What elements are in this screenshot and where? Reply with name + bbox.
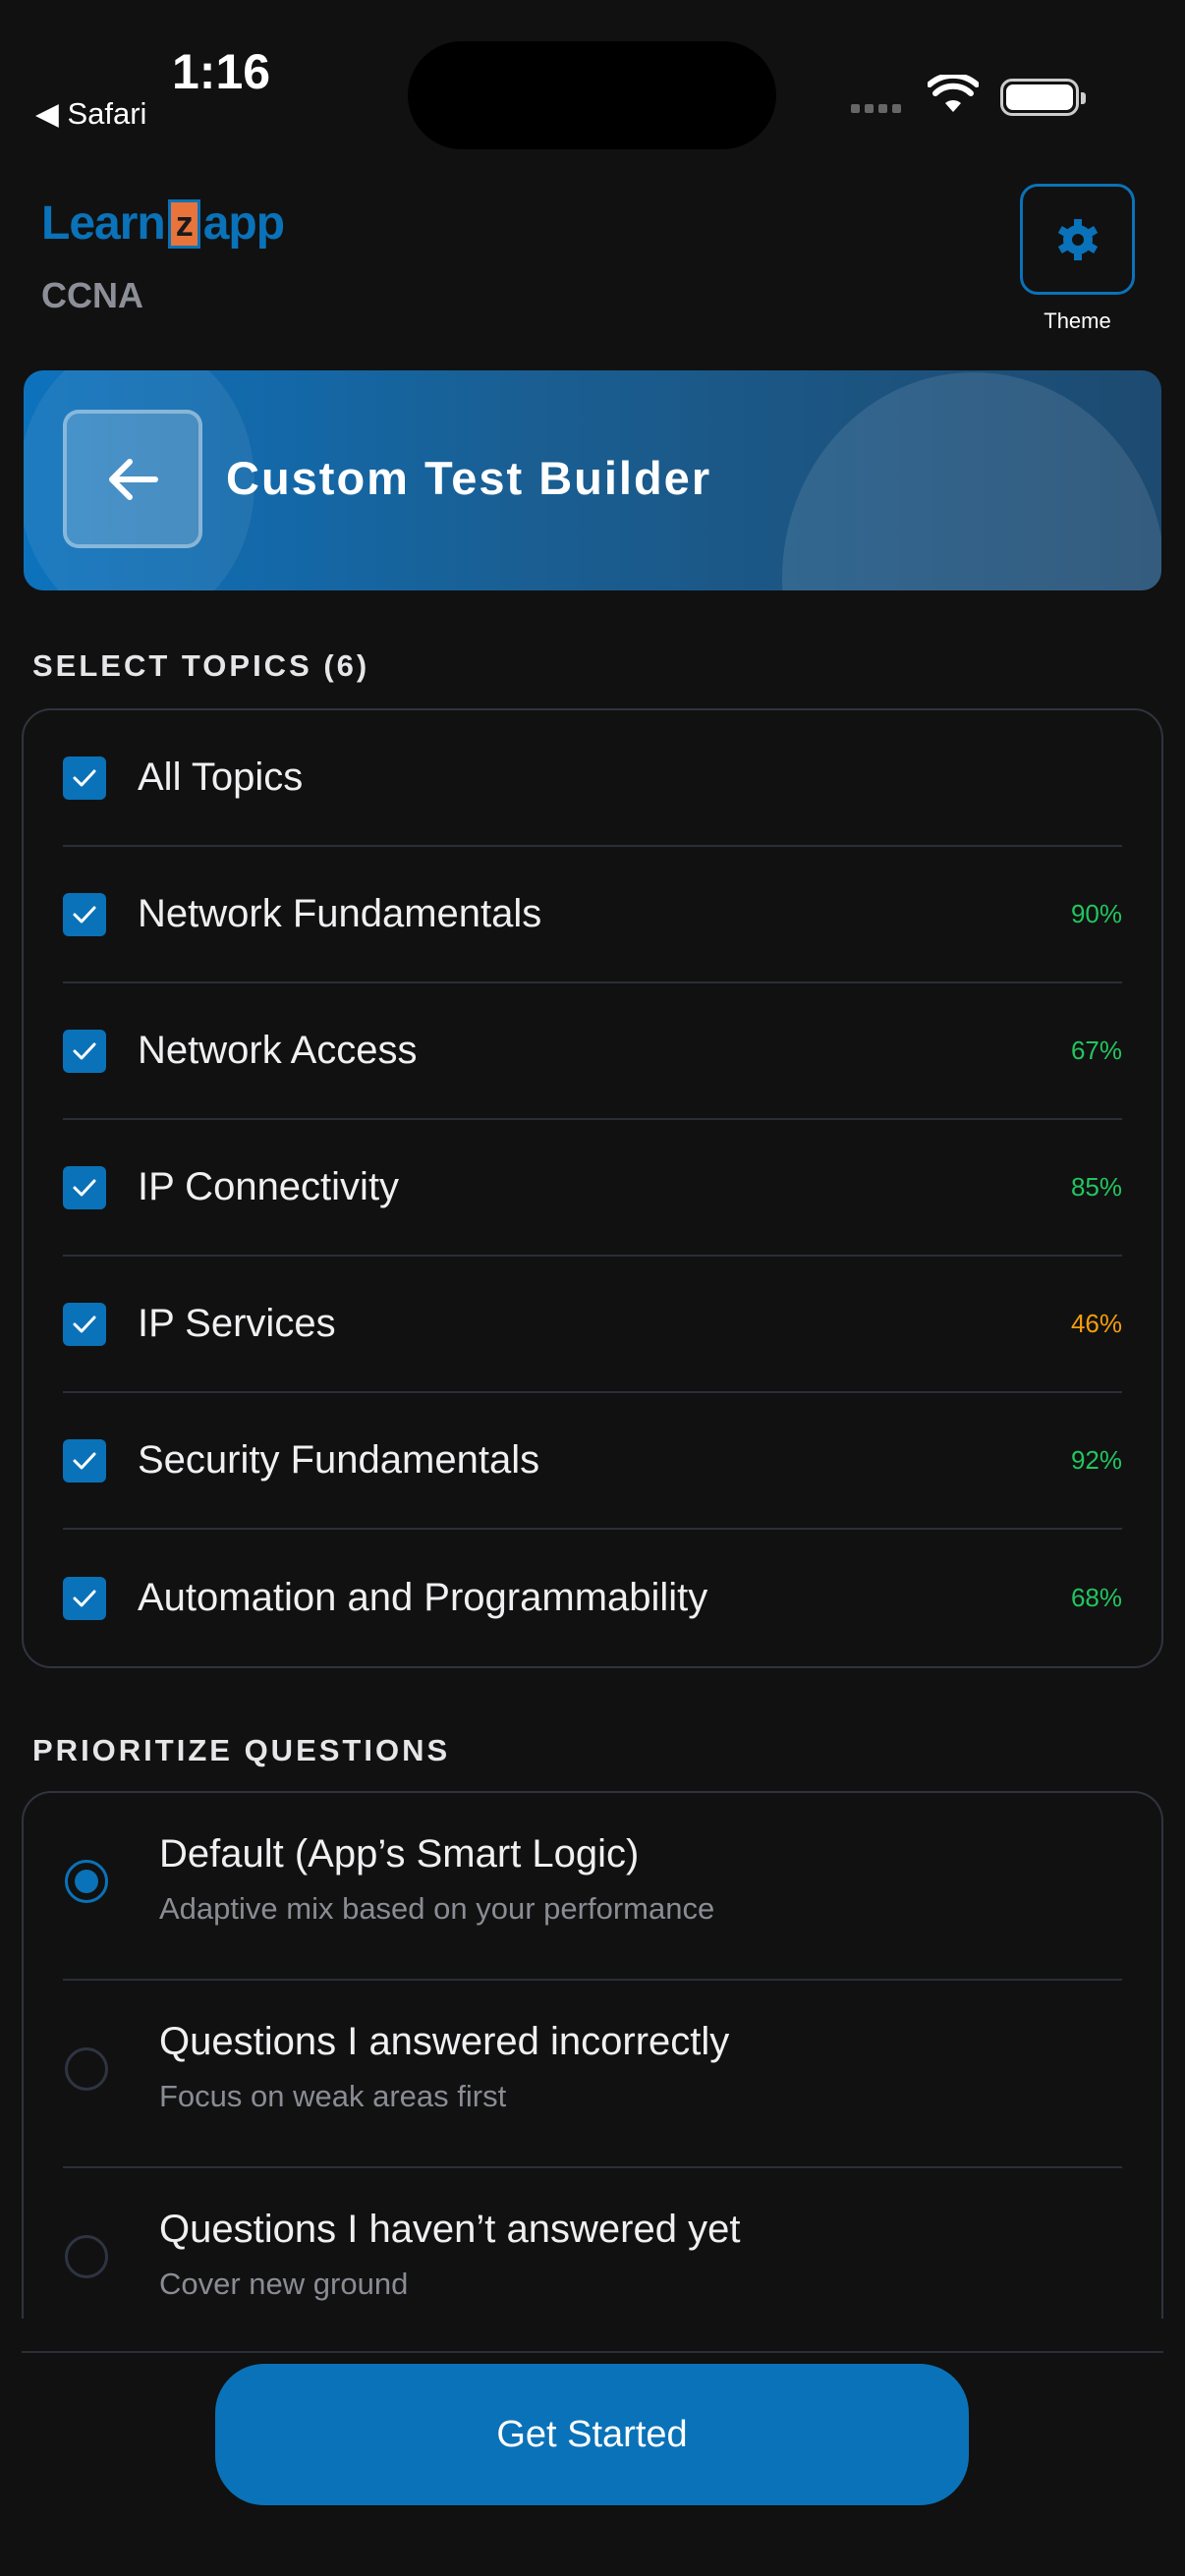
gear-icon (1057, 218, 1098, 260)
topic-label: Security Fundamentals (138, 1438, 540, 1482)
wifi-icon (928, 75, 979, 112)
checkbox[interactable] (63, 1029, 106, 1073)
checkbox[interactable] (63, 1165, 106, 1209)
back-button[interactable] (63, 410, 202, 548)
topic-row[interactable]: Network Fundamentals 90% (63, 847, 1122, 983)
page-banner: Custom Test Builder (24, 370, 1161, 590)
prioritize-heading: PRIORITIZE QUESTIONS (32, 1733, 451, 1767)
learnzapp-logo: Learn z app (41, 196, 285, 251)
logo-text-left: Learn (41, 197, 166, 250)
topic-label: IP Services (138, 1302, 336, 1345)
logo-text-right: app (202, 197, 285, 250)
topic-label: All Topics (138, 756, 304, 799)
checkmark-icon (73, 1042, 96, 1059)
get-started-button[interactable]: Get Started (215, 2364, 969, 2505)
radio-button[interactable] (65, 2235, 108, 2278)
footer-bar: Get Started (0, 2319, 1185, 2576)
topic-score: 68% (1070, 1583, 1122, 1612)
checkbox[interactable] (63, 892, 106, 936)
option-subtitle: Adaptive mix based on your performance (159, 1891, 715, 1926)
checkbox[interactable] (63, 1302, 106, 1346)
option-title: Questions I haven’t answered yet (159, 2208, 741, 2251)
topic-score: 46% (1070, 1309, 1122, 1338)
page-title: Custom Test Builder (226, 452, 712, 504)
topic-score: 67% (1070, 1036, 1122, 1065)
topic-row[interactable]: Security Fundamentals 92% (63, 1393, 1122, 1530)
topic-row[interactable]: Automation and Programmability 68% (63, 1530, 1122, 1666)
option-title: Questions I answered incorrectly (159, 2020, 730, 2063)
topic-score: 92% (1070, 1445, 1122, 1475)
arrow-left-icon (109, 458, 158, 500)
logo-z: z (167, 198, 200, 249)
exam-name: CCNA (41, 275, 143, 315)
select-topics-heading: SELECT TOPICS (6) (32, 648, 370, 683)
checkbox[interactable] (63, 1438, 106, 1483)
priority-option[interactable]: Default (App’s Smart Logic) Adaptive mix… (63, 1793, 1122, 1981)
topics-card: All Topics Network Fundamentals 90% Netw… (22, 708, 1163, 1668)
back-to-safari-link[interactable]: ◀ Safari (35, 96, 147, 131)
checkmark-icon (73, 906, 96, 923)
radio-button[interactable] (65, 2047, 108, 2091)
option-subtitle: Cover new ground (159, 2267, 409, 2301)
topic-row[interactable]: IP Connectivity 85% (63, 1120, 1122, 1257)
topic-score: 90% (1070, 899, 1122, 928)
checkmark-icon (73, 1316, 96, 1332)
prioritize-card: Default (App’s Smart Logic) Adaptive mix… (22, 1791, 1163, 2341)
dynamic-island (408, 41, 776, 149)
priority-option[interactable]: Questions I answered incorrectly Focus o… (63, 1981, 1122, 2168)
battery-icon (1000, 79, 1086, 116)
option-subtitle: Focus on weak areas first (159, 2079, 507, 2113)
topic-label: Automation and Programmability (138, 1576, 708, 1619)
topic-label: Network Access (138, 1029, 418, 1072)
topic-row[interactable]: IP Services 46% (63, 1257, 1122, 1393)
option-title: Default (App’s Smart Logic) (159, 1832, 640, 1876)
topic-label: IP Connectivity (138, 1165, 400, 1208)
topic-row[interactable]: Network Access 67% (63, 983, 1122, 1120)
checkmark-icon (73, 1590, 96, 1606)
radio-button[interactable] (65, 1860, 108, 1903)
topic-label: Network Fundamentals (138, 892, 542, 935)
priority-option[interactable]: Questions I haven’t answered yet Cover n… (63, 2168, 1122, 2341)
theme-label: Theme (1044, 308, 1111, 333)
status-time: 1:16 (172, 44, 271, 99)
checkbox[interactable] (63, 756, 106, 800)
checkmark-icon (73, 769, 96, 786)
checkbox[interactable] (63, 1576, 106, 1620)
topic-row[interactable]: All Topics (63, 710, 1122, 847)
checkmark-icon (73, 1452, 96, 1469)
checkmark-icon (73, 1179, 96, 1196)
cellular-signal-icon (851, 104, 901, 113)
topic-score: 85% (1070, 1172, 1122, 1202)
theme-button[interactable] (1020, 184, 1135, 295)
